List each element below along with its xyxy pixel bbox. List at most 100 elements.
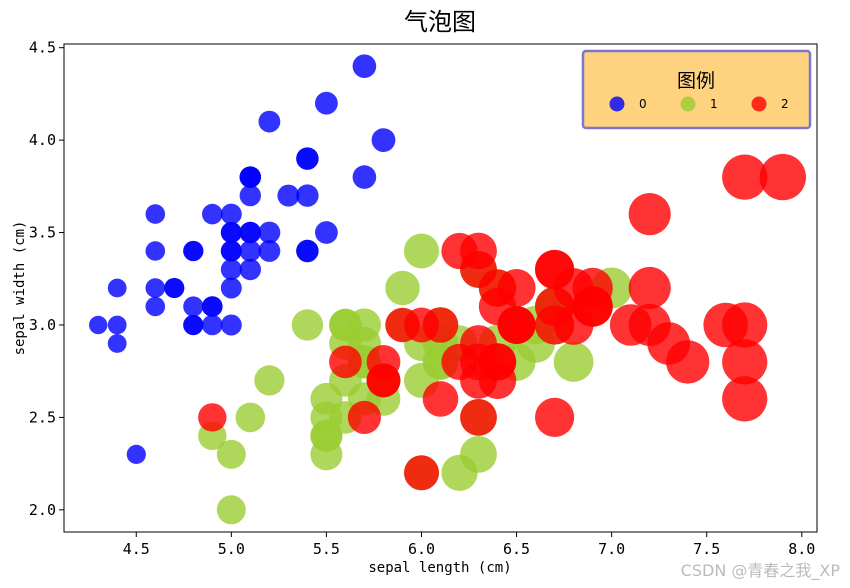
point-1 [404, 233, 439, 269]
watermark: CSDN @青春之我_XP [681, 561, 841, 581]
point-2 [535, 249, 575, 290]
point-0 [107, 278, 127, 298]
point-2 [628, 193, 671, 236]
point-0 [371, 128, 396, 153]
point-0 [277, 184, 300, 207]
x-tick-label: 6.0 [408, 540, 435, 558]
point-0 [258, 221, 281, 244]
point-2 [198, 403, 227, 432]
x-tick-label: 8.0 [788, 540, 815, 558]
point-0 [126, 444, 146, 464]
point-0 [220, 240, 242, 262]
point-0 [145, 278, 166, 298]
point-0 [220, 203, 242, 225]
y-tick-label: 3.5 [29, 224, 56, 242]
point-0 [352, 165, 377, 189]
point-0 [183, 240, 204, 262]
x-tick-label: 6.5 [503, 540, 530, 558]
point-1 [460, 436, 497, 473]
plot-frame [63, 43, 818, 533]
point-2 [460, 399, 497, 436]
point-2 [347, 400, 381, 434]
point-2 [628, 303, 671, 347]
point-2 [722, 376, 768, 422]
point-2 [329, 345, 362, 379]
point-0 [202, 296, 223, 317]
y-axis: 2.0 2.5 3.0 3.5 4.0 4.5 [29, 39, 64, 519]
point-1 [235, 402, 266, 433]
point-0 [202, 203, 223, 225]
point-0 [296, 147, 319, 170]
point-1 [216, 439, 246, 469]
x-tick-label: 4.5 [123, 540, 150, 558]
legend-title: 图例 [677, 70, 715, 92]
x-tick-label: 7.5 [693, 540, 720, 558]
point-0 [164, 278, 185, 298]
point-0 [183, 296, 204, 317]
y-tick-label: 2.0 [29, 501, 56, 519]
y-tick-label: 4.0 [29, 131, 56, 149]
point-0 [107, 334, 127, 353]
point-0 [296, 239, 319, 263]
point-0 [296, 184, 319, 207]
point-2 [666, 340, 710, 384]
point-0 [220, 222, 242, 243]
point-1 [385, 270, 420, 306]
legend: 图例 0 1 2 [581, 49, 812, 130]
point-2 [535, 397, 575, 437]
point-2 [441, 232, 478, 270]
point-0 [220, 259, 242, 280]
point-2 [385, 307, 420, 343]
y-tick-label: 3.0 [29, 316, 56, 334]
point-1 [216, 495, 246, 525]
x-tick-label: 5.0 [218, 540, 245, 558]
point-2 [628, 266, 671, 310]
x-tick-label: 5.5 [313, 540, 340, 558]
point-2 [722, 302, 768, 348]
chart-title: 气泡图 [404, 8, 476, 36]
legend-entries: 0 1 2 [609, 96, 789, 112]
point-1 [553, 342, 594, 382]
point-2 [535, 305, 575, 345]
point-0 [315, 221, 338, 244]
legend-label-1: 1 [710, 97, 718, 111]
y-axis-title: sepal width (cm) [12, 221, 28, 356]
point-0 [220, 277, 242, 299]
point-2 [722, 339, 768, 385]
legend-marker-0 [609, 96, 625, 112]
point-0 [239, 184, 261, 207]
point-0 [315, 91, 338, 115]
point-2 [460, 343, 497, 381]
points-layer [89, 54, 806, 525]
point-2 [759, 153, 806, 201]
point-2 [422, 381, 459, 417]
point-0 [145, 296, 166, 317]
point-0 [239, 166, 261, 188]
legend-label-0: 0 [639, 97, 647, 111]
point-0 [107, 315, 127, 335]
point-0 [89, 315, 108, 335]
point-0 [239, 258, 261, 281]
point-2 [722, 154, 768, 200]
point-1 [254, 365, 285, 396]
point-0 [352, 54, 377, 78]
point-0 [258, 110, 281, 133]
x-axis: 4.5 5.0 5.5 6.0 6.5 7.0 7.5 8.0 [123, 532, 815, 558]
point-2 [404, 455, 439, 491]
y-tick-label: 2.5 [29, 408, 56, 426]
point-0 [239, 240, 261, 262]
point-0 [145, 204, 166, 224]
series-2 [198, 153, 806, 491]
point-0 [183, 314, 204, 336]
point-1 [291, 309, 324, 341]
point-2 [366, 363, 401, 398]
x-axis-title: sepal length (cm) [368, 560, 511, 576]
legend-marker-1 [680, 96, 696, 112]
point-0 [258, 240, 281, 262]
point-0 [202, 314, 223, 336]
point-2 [497, 306, 536, 344]
y-tick-label: 4.5 [29, 39, 56, 57]
legend-marker-2 [751, 96, 767, 112]
point-0 [239, 221, 261, 244]
